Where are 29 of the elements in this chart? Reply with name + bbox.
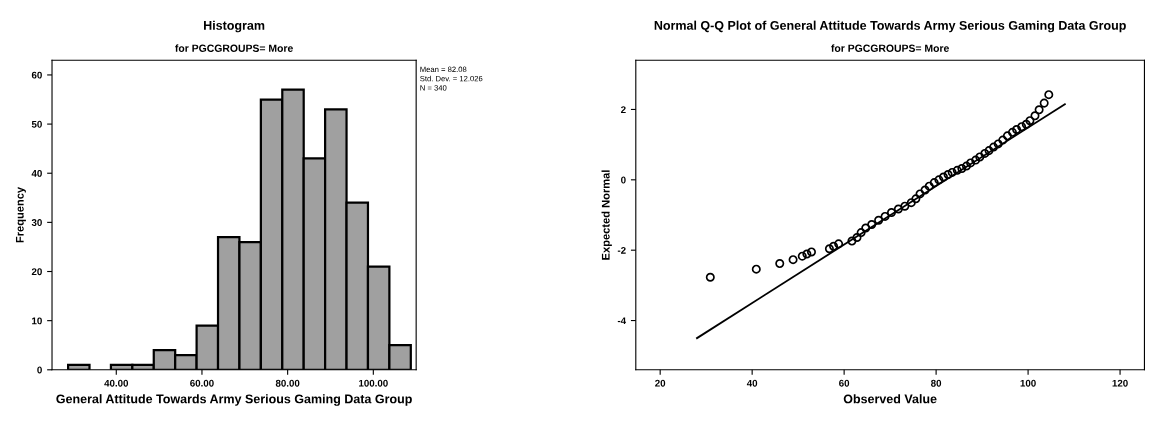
x-tick-label: 40.00	[104, 379, 129, 387]
chart-subtitle: for PGCGROUPS= More	[175, 44, 293, 52]
x-tick-label: 80	[931, 379, 942, 387]
x-tick-label: 60.00	[190, 379, 214, 387]
x-tick-label: 40	[746, 379, 758, 387]
y-tick-label: 0	[621, 176, 626, 184]
y-tick-label: 2	[621, 106, 626, 113]
y-tick-label: -2	[617, 246, 626, 254]
x-tick-label: 60	[839, 379, 850, 387]
x-tick-label: 20	[655, 379, 666, 387]
y-axis-title: Frequency	[15, 186, 26, 243]
y-tick-label: 50	[31, 120, 42, 128]
y-tick-label: 20	[31, 268, 42, 276]
x-axis-title: General Attitude Towards Army Serious Gaming Data Group	[56, 394, 412, 406]
y-tick-label: 40	[31, 169, 42, 177]
chart-title: Normal Q-Q Plot of General Attitude Towards Army Serious Gaming Data Group	[654, 20, 1126, 33]
x-tick-label: 120	[1112, 379, 1128, 387]
y-tick-label: 30	[31, 219, 42, 226]
y-tick-label: 0	[37, 366, 42, 374]
y-axis-title: Expected Normal	[601, 170, 612, 260]
x-axis-title: Observed Value	[843, 394, 937, 404]
x-tick-label: 100	[1020, 379, 1036, 387]
chart-subtitle: for PGCGROUPS= More	[831, 44, 949, 52]
y-tick-label: -4	[617, 317, 627, 325]
x-tick-label: 100.00	[359, 379, 388, 387]
chart-title: Histogram	[204, 20, 265, 33]
x-tick-label: 80.00	[275, 379, 300, 387]
y-tick-label: 60	[31, 71, 42, 79]
y-tick-label: 10	[32, 317, 42, 325]
